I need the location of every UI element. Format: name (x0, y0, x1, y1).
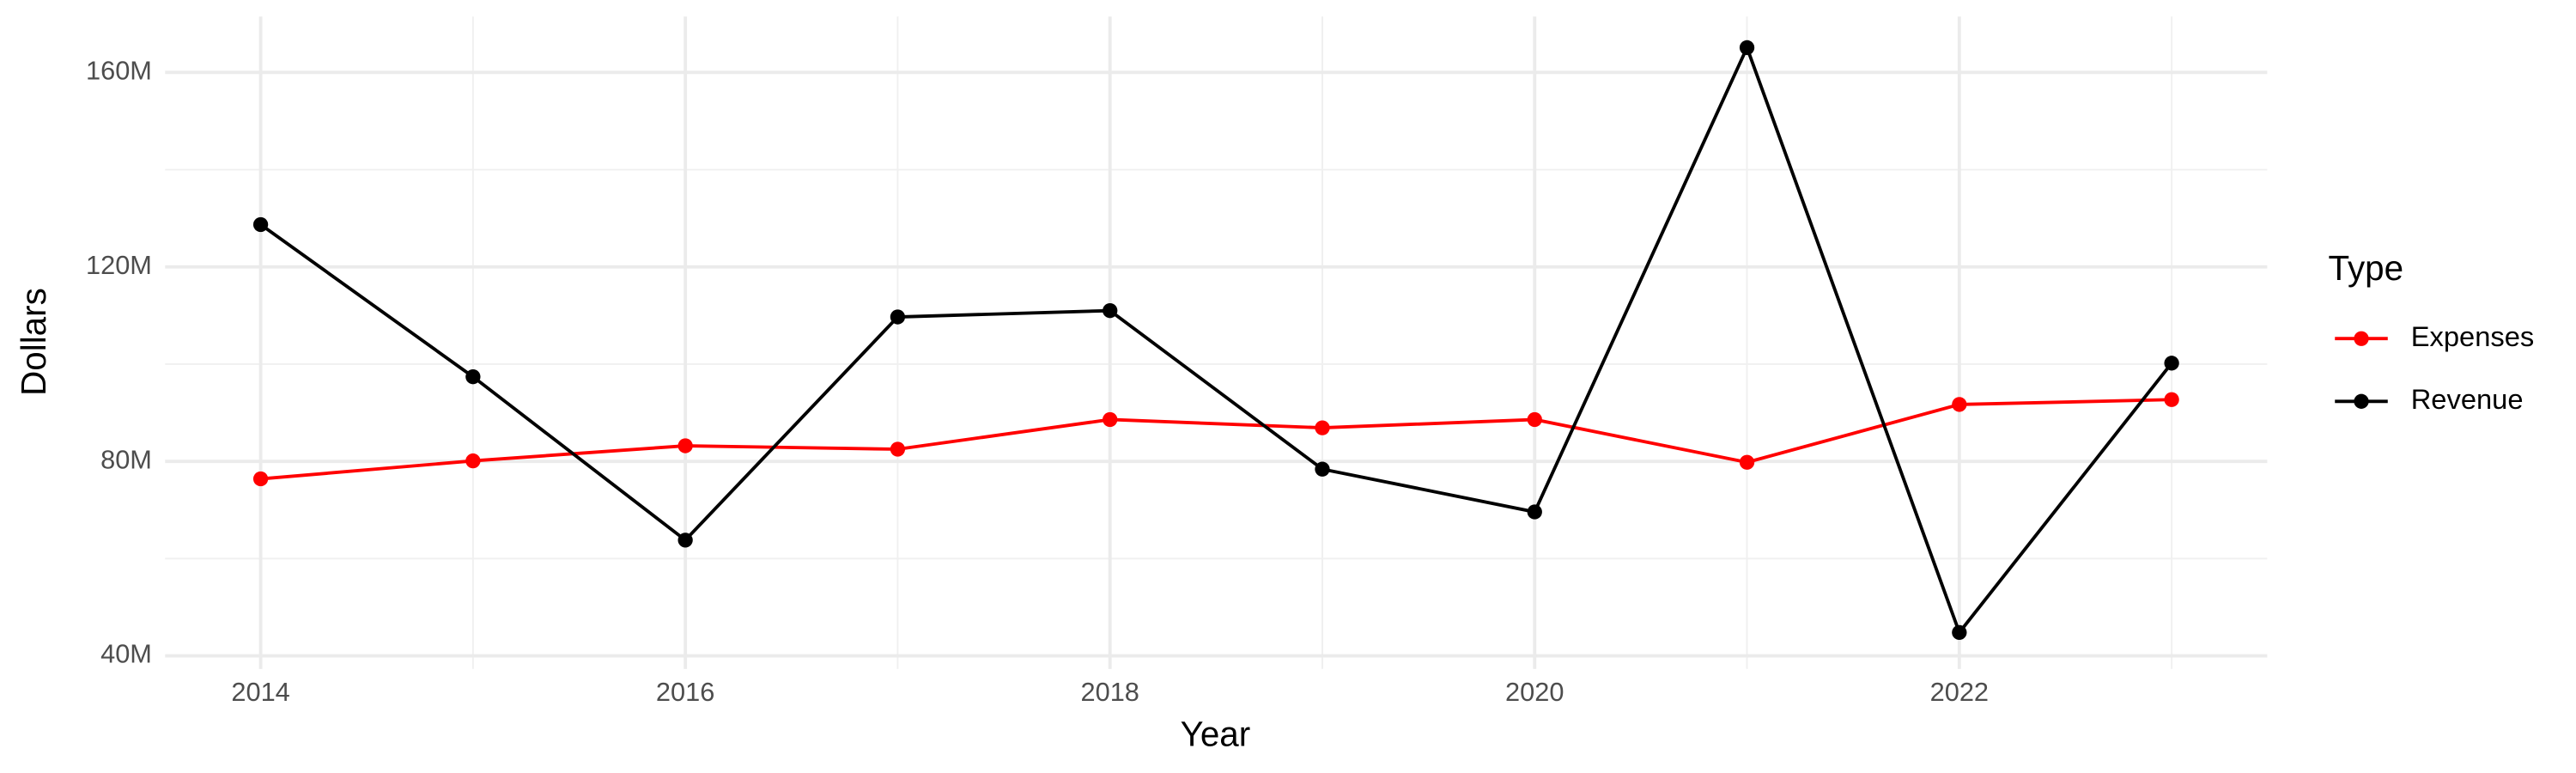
data-point (1315, 461, 1330, 477)
data-point (2164, 356, 2179, 371)
y-tick-label: 120M (86, 250, 152, 280)
data-point (890, 441, 906, 457)
y-tick-label: 160M (86, 55, 152, 85)
data-point (677, 438, 693, 453)
data-point (1739, 454, 1755, 470)
data-point (890, 309, 906, 325)
y-tick-label: 80M (100, 444, 152, 474)
x-tick-label: 2018 (1080, 677, 1139, 707)
data-point (252, 471, 269, 487)
legend-marker (2354, 393, 2369, 409)
legend-label: Revenue (2411, 383, 2524, 415)
data-point (2164, 392, 2179, 407)
data-point (1952, 397, 1967, 412)
x-tick-label: 2016 (656, 677, 714, 707)
data-point (252, 216, 269, 233)
x-tick-label: 2020 (1505, 677, 1564, 707)
x-axis-title: Year (1181, 714, 1251, 753)
series-line (260, 398, 2172, 481)
data-point (1315, 420, 1330, 435)
legend-marker (2354, 331, 2369, 346)
data-point (465, 453, 481, 469)
data-point (1103, 411, 1118, 428)
data-point (1952, 624, 1967, 641)
y-tick-label: 40M (100, 639, 152, 669)
data-point (677, 533, 693, 548)
data-point (1527, 504, 1542, 520)
data-point (1103, 303, 1118, 319)
y-axis-title: Dollars (14, 288, 53, 396)
series-line (259, 43, 2173, 636)
legend-title: Type (2329, 248, 2404, 288)
data-point (1527, 411, 1542, 428)
x-tick-label: 2022 (1930, 677, 1989, 707)
data-point (1739, 40, 1755, 56)
x-tick-label: 2014 (231, 677, 289, 707)
data-point (465, 369, 481, 385)
legend-label: Expenses (2411, 320, 2535, 352)
